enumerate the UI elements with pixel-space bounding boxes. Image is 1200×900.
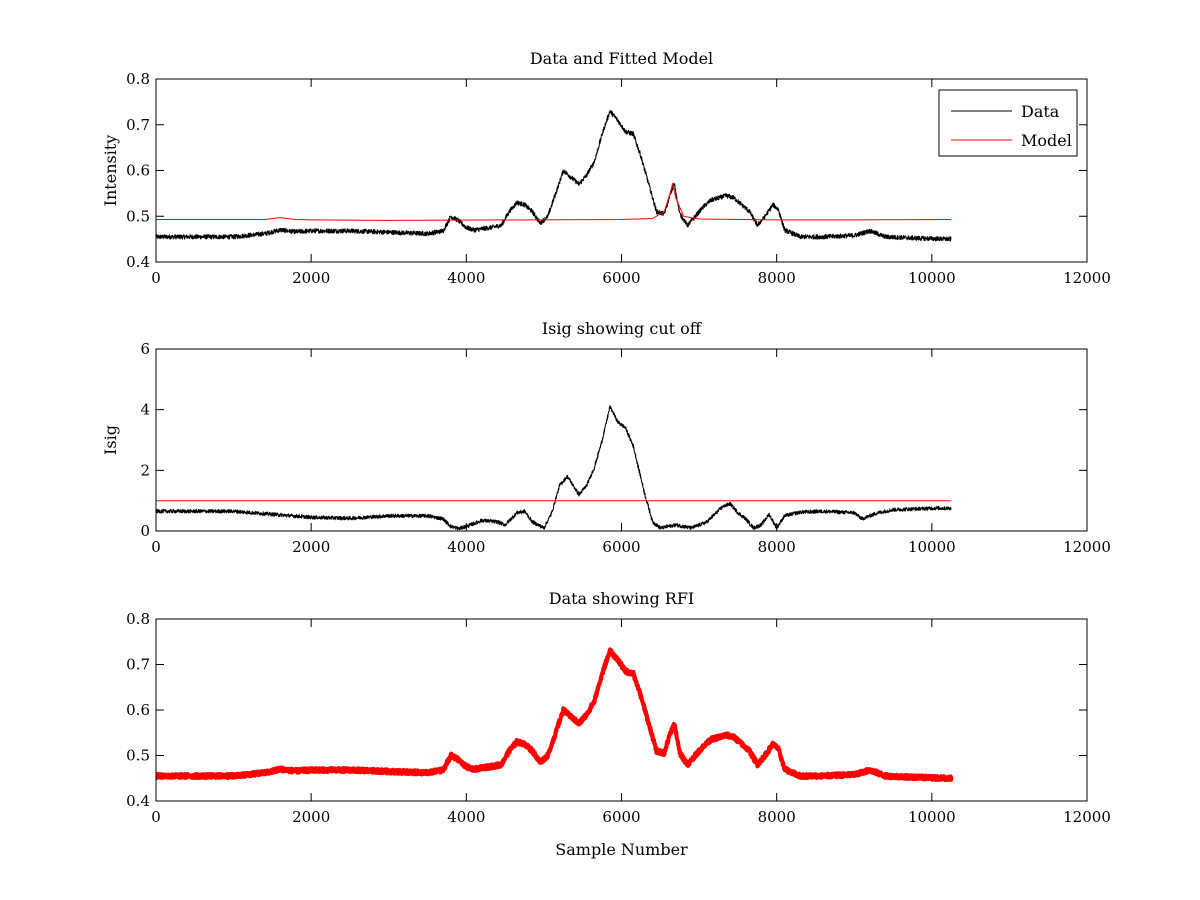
legend-label-model: Model	[1021, 131, 1072, 150]
chart-panel-2: 0 2000 4000 6000 8000 10000 12000 0 2 4 6 Isig show…	[101, 319, 1111, 556]
y-tick-label: 0	[140, 522, 150, 540]
chart-title: Data showing RFI	[549, 589, 694, 608]
chart-panel-1: 0 2000 4000 6000 8000 10000 12000 0.4 0.5 0.6 0.7 0…	[101, 49, 1111, 287]
x-tick-label: 0	[151, 808, 161, 826]
y-tick-label: 0.5	[126, 747, 150, 765]
x-tick-label: 12000	[1063, 269, 1111, 287]
x-tick-label: 12000	[1063, 808, 1111, 826]
x-tick-label: 2000	[292, 269, 330, 287]
x-axis-label: Sample Number	[555, 840, 688, 859]
y-tick-label: 0.8	[126, 70, 150, 88]
y-tick-label: 0.7	[126, 656, 150, 674]
axes-box	[155, 618, 1088, 802]
x-tick-label: 0	[151, 269, 161, 287]
x-tick-label: 4000	[447, 808, 485, 826]
y-tick-label: 6	[140, 340, 150, 358]
axes-box	[155, 348, 1088, 532]
x-tick-label: 2000	[292, 808, 330, 826]
x-tick-label: 10000	[908, 269, 956, 287]
series-1-line	[156, 405, 952, 531]
chart-panel-3: 0 2000 4000 6000 8000 10000 12000 0.4 0.5 0.6 0.7 0…	[126, 589, 1111, 859]
y-tick-label: 4	[140, 401, 150, 419]
y-tick-label: 0.6	[126, 701, 150, 719]
x-tick-label: 6000	[602, 808, 640, 826]
y-tick-label: 0.7	[126, 116, 150, 134]
x-tick-label: 4000	[447, 269, 485, 287]
chart-title: Data and Fitted Model	[530, 49, 713, 68]
y-tick-label: 0.6	[126, 162, 150, 180]
legend-label-data: Data	[1021, 102, 1060, 121]
x-tick-label: 8000	[758, 808, 796, 826]
legend: Data Model	[938, 89, 1078, 157]
y-tick-label: 0.8	[126, 610, 150, 628]
x-tick-label: 8000	[758, 538, 796, 556]
x-tick-label: 0	[151, 538, 161, 556]
x-tick-label: 2000	[292, 538, 330, 556]
x-tick-label: 10000	[908, 538, 956, 556]
x-tick-label: 4000	[447, 538, 485, 556]
y-axis-label: Intensity	[101, 135, 120, 207]
y-tick-label: 2	[140, 461, 150, 479]
y-tick-label: 0.5	[126, 207, 150, 225]
data-line	[156, 110, 952, 242]
y-tick-label: 0.4	[126, 253, 150, 271]
x-tick-label: 8000	[758, 269, 796, 287]
y-tick-label: 0.4	[126, 792, 150, 810]
y-axis-label: Isig	[101, 425, 120, 455]
x-tick-label: 12000	[1063, 538, 1111, 556]
x-tick-label: 6000	[602, 538, 640, 556]
chart-title: Isig showing cut off	[542, 319, 703, 338]
series-1-line	[156, 647, 954, 782]
x-tick-label: 6000	[602, 269, 640, 287]
x-tick-label: 10000	[908, 808, 956, 826]
model-line	[156, 182, 952, 221]
legend-box	[938, 89, 1078, 157]
